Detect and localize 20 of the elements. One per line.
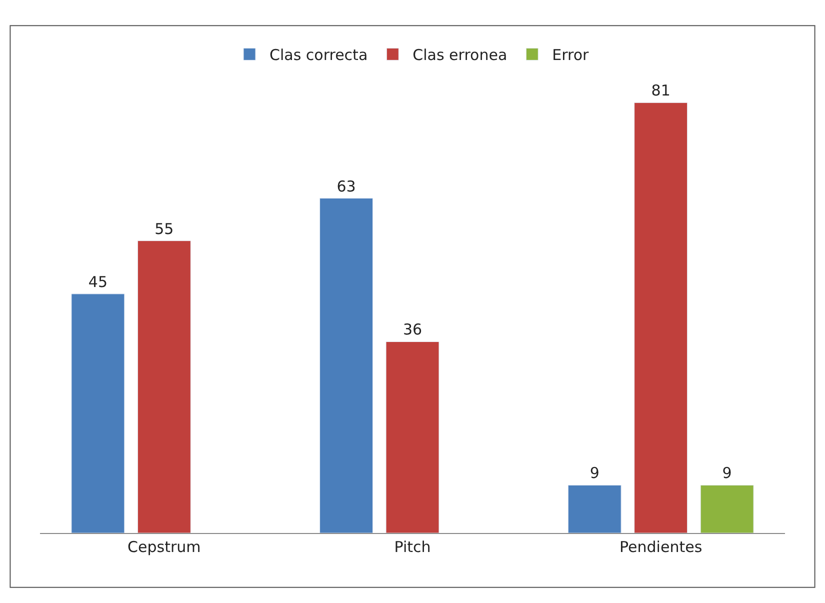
data-label: 9 <box>722 464 732 482</box>
legend-label: Clas erronea <box>412 46 508 64</box>
x-tick-label: Pendientes <box>620 538 702 556</box>
data-label: 55 <box>154 220 174 238</box>
x-tick-label: Cepstrum <box>128 538 201 556</box>
data-label: 81 <box>651 82 670 100</box>
legend-label: Clas correcta <box>270 46 368 64</box>
legend-label: Error <box>552 46 590 64</box>
x-tick-label: Pitch <box>394 538 431 556</box>
data-label: 45 <box>88 272 108 291</box>
bar <box>137 240 191 533</box>
bar <box>320 198 374 533</box>
bar <box>700 484 754 533</box>
bar <box>386 341 440 533</box>
data-label: 9 <box>590 464 600 482</box>
bar <box>71 294 125 533</box>
data-label: 36 <box>402 320 422 339</box>
bar <box>634 102 688 533</box>
bar <box>568 484 622 533</box>
data-label: 63 <box>336 177 356 196</box>
